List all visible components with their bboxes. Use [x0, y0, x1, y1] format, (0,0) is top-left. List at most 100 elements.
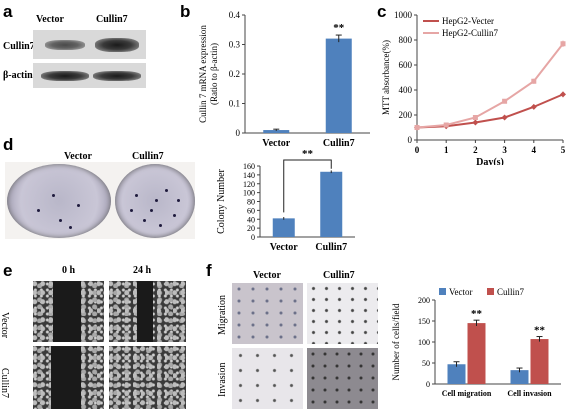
- significance-marker: **: [302, 148, 314, 160]
- data-point: [472, 115, 478, 120]
- legend-label: Vector: [449, 287, 473, 297]
- chart-b: 0 0.1 0.2 0.3 0.4 Vector Cullin7 ** Cullin 7 mRN…: [198, 10, 370, 149]
- series-line: [416, 93, 564, 129]
- significance-marker: **: [471, 308, 483, 320]
- wound-row-cullin7: Cullin7: [0, 368, 10, 399]
- data-point: [443, 122, 449, 128]
- y-axis-label: Colony Number: [216, 168, 227, 233]
- dish-vector: [7, 164, 111, 238]
- data-point: [414, 125, 420, 130]
- x-tick-label: Vector: [262, 138, 291, 149]
- y-tick-label: 80: [247, 198, 255, 207]
- transwell-col-cullin7: Cullin7: [323, 270, 355, 281]
- x-tick-label: 0: [415, 145, 420, 155]
- colony-photo: [5, 162, 195, 239]
- x-tick-label: 3: [502, 145, 507, 155]
- y-tick-label: 400: [399, 85, 413, 95]
- bar: [530, 339, 549, 384]
- bar: [467, 323, 486, 384]
- panel-label-f: f: [206, 261, 212, 280]
- y-tick-label: 60: [247, 206, 255, 215]
- x-tick-label: Cell migration: [442, 389, 492, 398]
- data-point: [531, 78, 537, 84]
- y-tick-label: 600: [399, 60, 413, 70]
- chart-c: 0 200 400 600 800 1000 0 1 2 3 4 5 HepG2-Vecter HepG2…: [381, 10, 566, 165]
- y-tick-label: 120: [243, 180, 255, 189]
- data-point: [560, 41, 566, 47]
- transwell-col-vector: Vector: [253, 270, 281, 281]
- y-tick-label: 160: [243, 162, 255, 171]
- blot-image-cullin7: [33, 30, 146, 59]
- bar: [272, 218, 295, 237]
- x-axis-label: Day(s): [476, 157, 504, 165]
- y-axis-label: MTT absorbance(%): [381, 40, 391, 115]
- y-tick-label: 100: [418, 338, 430, 347]
- blot-lane-cullin7: Cullin7: [96, 14, 128, 25]
- significance-marker: **: [534, 325, 546, 337]
- chart-b-plot: 0 0.1 0.2 0.3 0.4 Vector Cullin7 ** Cullin 7 mRN…: [198, 10, 370, 149]
- y-tick-label: 0.2: [229, 69, 240, 79]
- panel-label-b: b: [180, 2, 191, 21]
- bar: [510, 370, 529, 384]
- y-tick-label: 200: [399, 110, 413, 120]
- dish-label-vector: Vector: [64, 151, 92, 162]
- panel-label-e: e: [3, 261, 13, 280]
- x-tick-label: 2: [473, 145, 478, 155]
- y-tick-label: 100: [243, 189, 255, 198]
- wound-vector-24h: [109, 281, 186, 342]
- dish-label-cullin7: Cullin7: [132, 151, 164, 162]
- blot-image-actin: [33, 63, 146, 88]
- x-tick-label: 4: [532, 145, 537, 155]
- legend-swatch: [487, 288, 494, 295]
- bar: [320, 171, 343, 237]
- y-axis-label: Number of cells/field: [391, 303, 401, 380]
- transwell-migration-cullin7: [307, 283, 378, 344]
- y-axis-label-2: (Ratio to β-actin): [209, 43, 219, 105]
- y-tick-label: 20: [247, 224, 255, 233]
- significance-bracket: [283, 159, 332, 213]
- x-tick-label: 1: [444, 145, 449, 155]
- y-tick-label: 0.4: [229, 10, 241, 20]
- y-axis-label: Cullin 7 mRNA expression: [198, 25, 208, 123]
- chart-f-plot: 0 50 100 150 200 ** Cell migration ** Cell invas…: [391, 287, 561, 398]
- data-point: [530, 103, 537, 110]
- transwell-invasion-vector: [232, 348, 303, 409]
- chart-f: 0 50 100 150 200 ** Cell migration ** Cell invas…: [391, 287, 561, 398]
- y-tick-label: 50: [422, 359, 430, 368]
- wound-row-vector: Vector: [0, 312, 10, 339]
- y-tick-label: 0: [236, 128, 241, 138]
- transwell-migration-vector: [232, 283, 303, 344]
- transwell-invasion-cullin7: [307, 348, 378, 409]
- series-line: [416, 43, 564, 129]
- band-vector-actin: [41, 71, 89, 81]
- legend-swatch: [439, 288, 446, 295]
- y-tick-label: 1000: [394, 10, 413, 20]
- panel-label-a: a: [3, 2, 13, 21]
- x-tick-label: Cullin7: [323, 138, 355, 149]
- dish-cullin7: [115, 164, 195, 238]
- data-point: [501, 114, 508, 121]
- wound-vector-0h: [33, 281, 104, 342]
- bar: [325, 38, 352, 133]
- panel-label-c: c: [377, 2, 387, 21]
- wound-time-24h: 24 h: [133, 265, 152, 276]
- band-vector-cullin7: [45, 40, 85, 50]
- blot-lane-vector: Vector: [36, 14, 64, 25]
- blot-row-actin: β-actin: [3, 70, 33, 81]
- wound-cullin7-24h: [109, 346, 186, 409]
- panel-label-d: d: [3, 135, 14, 154]
- data-point: [502, 98, 508, 104]
- y-tick-label: 0.3: [229, 40, 241, 50]
- y-tick-label: 0: [408, 135, 413, 145]
- x-tick-label: 5: [561, 145, 566, 155]
- y-tick-label: 0: [251, 233, 255, 242]
- y-tick-label: 40: [247, 215, 255, 224]
- wound-cullin7-0h: [33, 346, 104, 409]
- significance-marker: **: [333, 22, 345, 34]
- x-tick-label: Vector: [270, 242, 299, 253]
- y-tick-label: 200: [418, 296, 430, 305]
- legend-label: Cullin7: [497, 287, 525, 297]
